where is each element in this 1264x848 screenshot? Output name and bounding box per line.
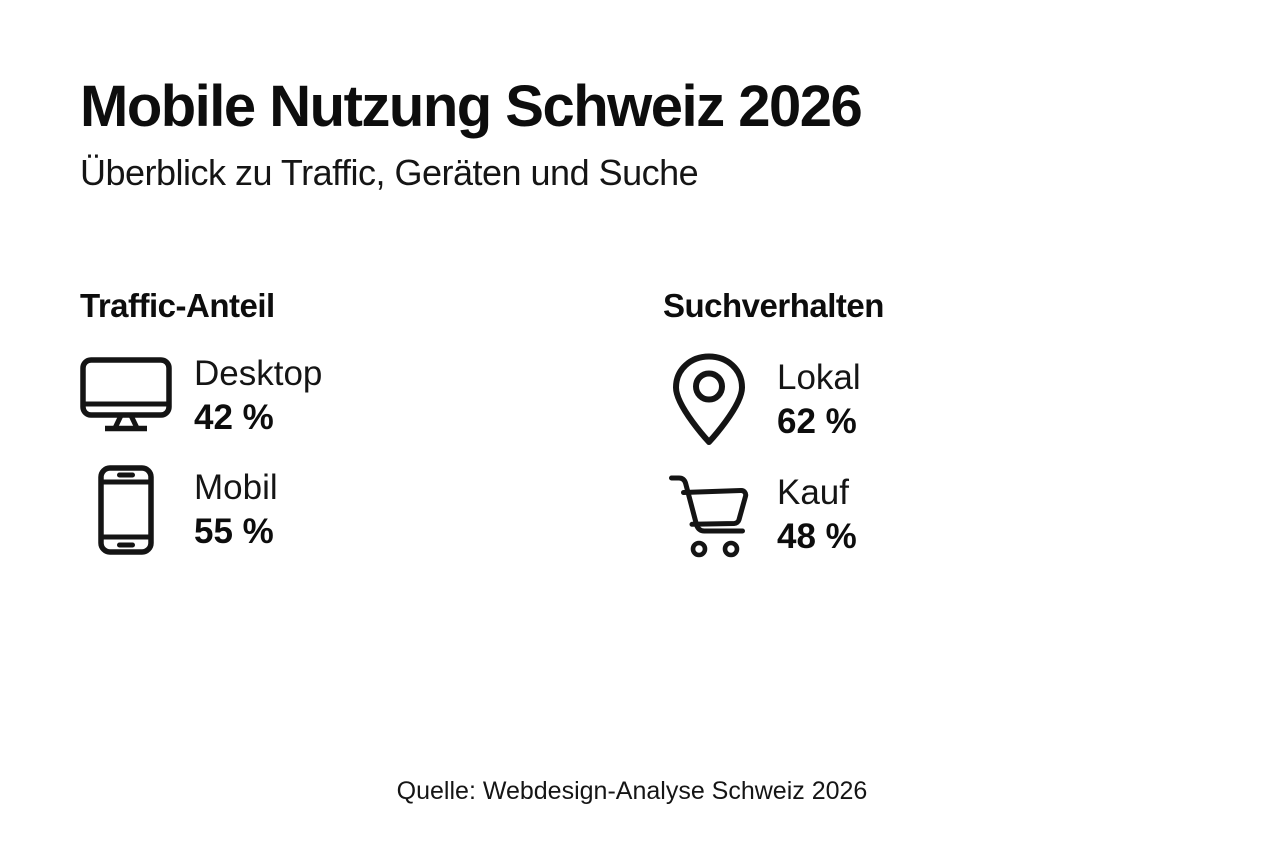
lokal-value: 62 %: [777, 401, 857, 441]
stat-row-desktop: Desktop 42 %: [80, 353, 663, 439]
page-title: Mobile Nutzung Schweiz 2026: [80, 74, 863, 139]
desktop-label: Desktop: [194, 354, 323, 394]
source-note: Quelle: Webdesign-Analyse Schweiz 2026: [396, 777, 868, 805]
stats-section: Traffic-Anteil Desktop 42 %: [0, 287, 1264, 584]
desktop-stat: Desktop 42 %: [194, 353, 322, 439]
header: Mobile Nutzung Schweiz 2026 Überblick zu…: [0, 0, 1264, 194]
search-heading: Suchverhalten: [663, 287, 884, 325]
page-subtitle: Überblick zu Traffic, Geräten und Suche: [80, 152, 699, 193]
desktop-value: 42 %: [194, 398, 274, 438]
stat-row-mobil: Mobil 55 %: [80, 465, 663, 556]
desktop-monitor-icon: [80, 357, 172, 435]
kauf-stat: Kauf 48 %: [777, 472, 857, 558]
kauf-value: 48 %: [777, 517, 857, 557]
traffic-heading: Traffic-Anteil: [80, 287, 275, 325]
search-column: Suchverhalten Lokal 62 %: [663, 287, 1264, 584]
lokal-label: Lokal: [777, 357, 861, 397]
shopping-cart-icon: [663, 472, 755, 558]
map-pin-icon: [663, 353, 755, 446]
mobil-value: 55 %: [194, 512, 274, 552]
traffic-column: Traffic-Anteil Desktop 42 %: [80, 287, 663, 584]
stat-row-lokal: Lokal 62 %: [663, 353, 1264, 446]
stat-row-kauf: Kauf 48 %: [663, 472, 1264, 558]
mobil-stat: Mobil 55 %: [194, 467, 278, 553]
lokal-stat: Lokal 62 %: [777, 357, 861, 443]
kauf-label: Kauf: [777, 473, 849, 513]
mobil-label: Mobil: [194, 468, 278, 508]
smartphone-icon: [80, 465, 172, 556]
